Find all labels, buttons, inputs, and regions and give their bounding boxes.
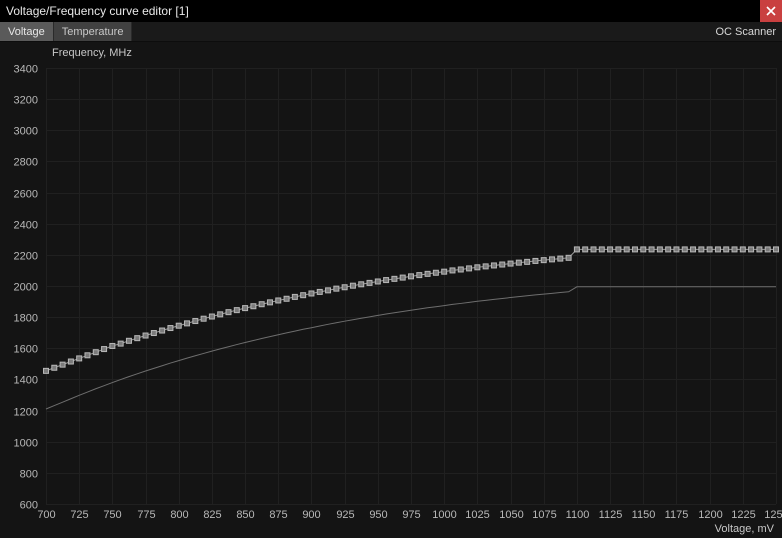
svg-text:2000: 2000 — [14, 282, 38, 294]
svg-text:3200: 3200 — [14, 95, 38, 107]
svg-text:1400: 1400 — [14, 375, 38, 387]
svg-text:825: 825 — [203, 509, 221, 521]
svg-text:750: 750 — [103, 509, 121, 521]
svg-text:800: 800 — [170, 509, 188, 521]
svg-text:875: 875 — [269, 509, 287, 521]
svg-text:1200: 1200 — [698, 509, 722, 521]
svg-text:1250: 1250 — [764, 509, 782, 521]
svg-text:1225: 1225 — [731, 509, 755, 521]
svg-text:1025: 1025 — [465, 509, 489, 521]
svg-text:1000: 1000 — [432, 509, 456, 521]
svg-text:2400: 2400 — [14, 220, 38, 232]
svg-text:1075: 1075 — [532, 509, 556, 521]
svg-text:3000: 3000 — [14, 126, 38, 138]
svg-text:975: 975 — [402, 509, 420, 521]
svg-text:1600: 1600 — [14, 344, 38, 356]
chart-area[interactable]: 600 800 1000 1200 1400 1600 1800 2000 2200 2400 26… — [0, 42, 782, 538]
tab-voltage[interactable]: Voltage — [0, 22, 54, 41]
svg-text:Voltage, mV: Voltage, mV — [715, 523, 775, 535]
svg-text:600: 600 — [20, 500, 38, 512]
svg-text:1175: 1175 — [665, 509, 689, 521]
svg-text:1100: 1100 — [566, 509, 590, 521]
svg-text:1050: 1050 — [499, 509, 523, 521]
vf-curve-chart[interactable]: 600 800 1000 1200 1400 1600 1800 2000 2200 2400 26… — [0, 42, 782, 538]
svg-text:700: 700 — [37, 509, 55, 521]
oc-scanner-link[interactable]: OC Scanner — [715, 22, 776, 41]
svg-text:3400: 3400 — [14, 64, 38, 76]
svg-text:850: 850 — [236, 509, 254, 521]
svg-text:2600: 2600 — [14, 189, 38, 201]
svg-text:Frequency, MHz: Frequency, MHz — [52, 47, 132, 59]
svg-text:1200: 1200 — [14, 407, 38, 419]
svg-text:1800: 1800 — [14, 313, 38, 325]
svg-text:1150: 1150 — [632, 509, 656, 521]
svg-text:2800: 2800 — [14, 157, 38, 169]
tabbar: VoltageTemperature OC Scanner — [0, 22, 782, 42]
svg-text:925: 925 — [336, 509, 354, 521]
svg-text:725: 725 — [70, 509, 88, 521]
close-button[interactable] — [760, 0, 782, 22]
svg-text:950: 950 — [369, 509, 387, 521]
titlebar: Voltage/Frequency curve editor [1] — [0, 0, 782, 22]
window-title: Voltage/Frequency curve editor [1] — [6, 4, 189, 18]
close-icon — [766, 6, 776, 16]
tab-temperature[interactable]: Temperature — [54, 22, 133, 41]
svg-text:775: 775 — [137, 509, 155, 521]
svg-text:2200: 2200 — [14, 251, 38, 263]
svg-text:1125: 1125 — [599, 509, 623, 521]
svg-text:1000: 1000 — [14, 438, 38, 450]
svg-text:800: 800 — [20, 469, 38, 481]
svg-text:900: 900 — [302, 509, 320, 521]
